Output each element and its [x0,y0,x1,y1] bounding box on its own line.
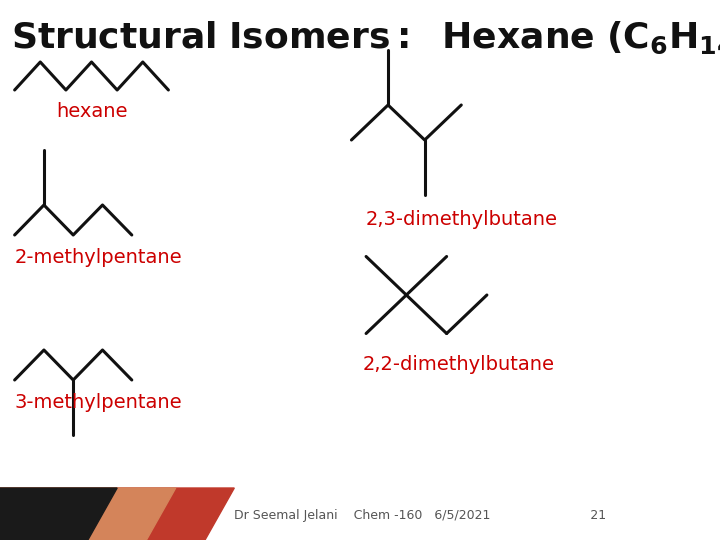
Polygon shape [0,488,234,540]
Polygon shape [0,488,117,540]
Text: Dr Seemal Jelani    Chem -160   6/5/2021                         21: Dr Seemal Jelani Chem -160 6/5/2021 21 [234,509,606,522]
Text: 2,2-dimethylbutane: 2,2-dimethylbutane [362,355,554,374]
Text: 2,3-dimethylbutane: 2,3-dimethylbutane [366,210,558,229]
Text: 2-methylpentane: 2-methylpentane [14,248,182,267]
Text: 3-methylpentane: 3-methylpentane [14,393,182,412]
Text: hexane: hexane [55,102,127,121]
Polygon shape [0,488,176,540]
Text: $\mathbf{Structural\ Isomers:\ \ Hexane\ (C_6H_{14})}$: $\mathbf{Structural\ Isomers:\ \ Hexane\… [11,20,720,56]
